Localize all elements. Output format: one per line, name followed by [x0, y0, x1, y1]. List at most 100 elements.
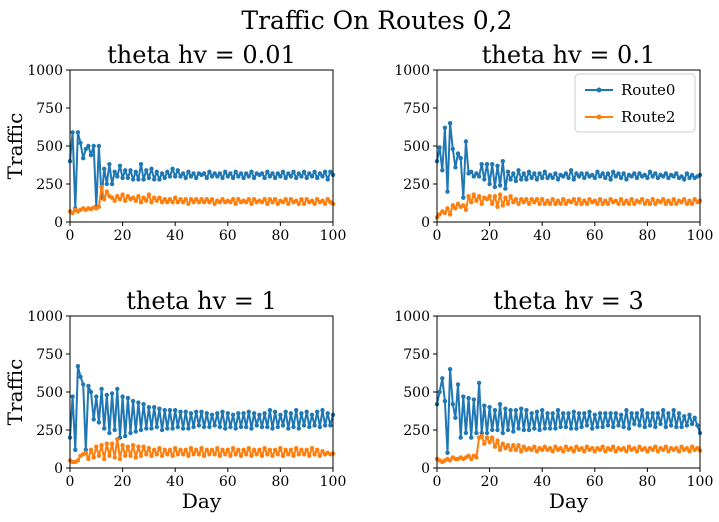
data-point [236, 447, 241, 452]
data-point [447, 458, 453, 463]
data-point [265, 201, 270, 206]
data-point [455, 382, 461, 387]
data-point [259, 200, 265, 205]
legend-label-route0: Route0 [621, 81, 675, 99]
data-point [579, 446, 584, 451]
data-point [146, 405, 152, 410]
data-point [471, 192, 476, 197]
x-tick-label: 20 [481, 228, 499, 244]
series-route0 [434, 121, 703, 200]
data-point [629, 197, 634, 202]
data-point [307, 453, 312, 458]
data-point [312, 423, 317, 428]
data-point [453, 165, 458, 170]
data-point [461, 203, 466, 208]
data-point [320, 198, 325, 203]
data-point [315, 197, 320, 202]
data-point [186, 169, 191, 174]
data-point [109, 195, 115, 200]
data-point [112, 455, 117, 460]
data-point [645, 449, 650, 454]
data-point [188, 174, 194, 179]
data-point [466, 453, 471, 458]
data-point [254, 423, 259, 428]
data-point [249, 426, 254, 431]
data-point [653, 201, 658, 206]
data-point [120, 394, 125, 399]
data-point [325, 177, 330, 182]
data-point [447, 367, 453, 372]
x-tick-label: 20 [114, 474, 132, 490]
data-point [629, 411, 634, 416]
data-point [201, 171, 207, 176]
data-point [563, 201, 569, 206]
data-point [270, 171, 275, 176]
data-point [136, 400, 141, 405]
data-point [508, 194, 513, 199]
data-point [212, 423, 217, 428]
data-point [550, 411, 555, 416]
data-point [204, 447, 209, 452]
data-point [682, 414, 687, 419]
data-point [645, 411, 650, 416]
data-point [479, 433, 484, 439]
data-point [262, 411, 267, 416]
data-point [309, 446, 315, 451]
data-point [616, 423, 621, 428]
data-point [571, 449, 576, 454]
figure-suptitle: Traffic On Routes 0,2 [241, 6, 512, 35]
data-point [603, 449, 608, 454]
data-point [75, 364, 81, 369]
data-point [511, 429, 516, 434]
data-point [597, 411, 603, 416]
data-point [513, 408, 519, 413]
data-point [136, 177, 141, 182]
data-point [207, 424, 212, 430]
data-point [529, 447, 534, 452]
data-point [194, 197, 199, 202]
data-point [307, 171, 312, 176]
data-point [249, 169, 254, 174]
data-point [647, 423, 653, 428]
data-point [505, 443, 511, 448]
data-point [445, 189, 450, 194]
data-point [183, 409, 188, 414]
data-point [109, 181, 115, 187]
data-point [249, 201, 254, 206]
data-point [228, 200, 233, 205]
data-point [503, 406, 508, 411]
data-point [490, 427, 495, 433]
data-point [165, 169, 170, 174]
data-point [687, 412, 692, 417]
data-point [141, 195, 146, 200]
data-point [162, 175, 167, 181]
data-point [469, 456, 474, 462]
data-point [262, 175, 267, 181]
data-point [474, 430, 479, 436]
data-point [663, 171, 668, 176]
data-point [524, 408, 529, 413]
data-point [128, 430, 133, 436]
data-point [608, 177, 613, 182]
data-point [325, 411, 330, 416]
data-point [558, 201, 563, 206]
data-point [162, 447, 167, 452]
y-tick-label: 500 [36, 385, 63, 401]
data-point [138, 162, 144, 167]
data-point [215, 174, 220, 179]
data-point [173, 408, 178, 413]
data-point [309, 412, 315, 417]
data-point [178, 409, 183, 414]
data-point [112, 169, 117, 174]
data-point [650, 174, 655, 179]
data-point [133, 455, 138, 460]
data-point [304, 447, 309, 452]
data-point [519, 177, 524, 182]
data-point [220, 197, 225, 202]
data-point [178, 174, 183, 179]
data-point [207, 452, 212, 457]
data-point [265, 169, 270, 174]
data-point [490, 162, 495, 167]
data-point [466, 194, 471, 199]
data-point [180, 200, 186, 205]
